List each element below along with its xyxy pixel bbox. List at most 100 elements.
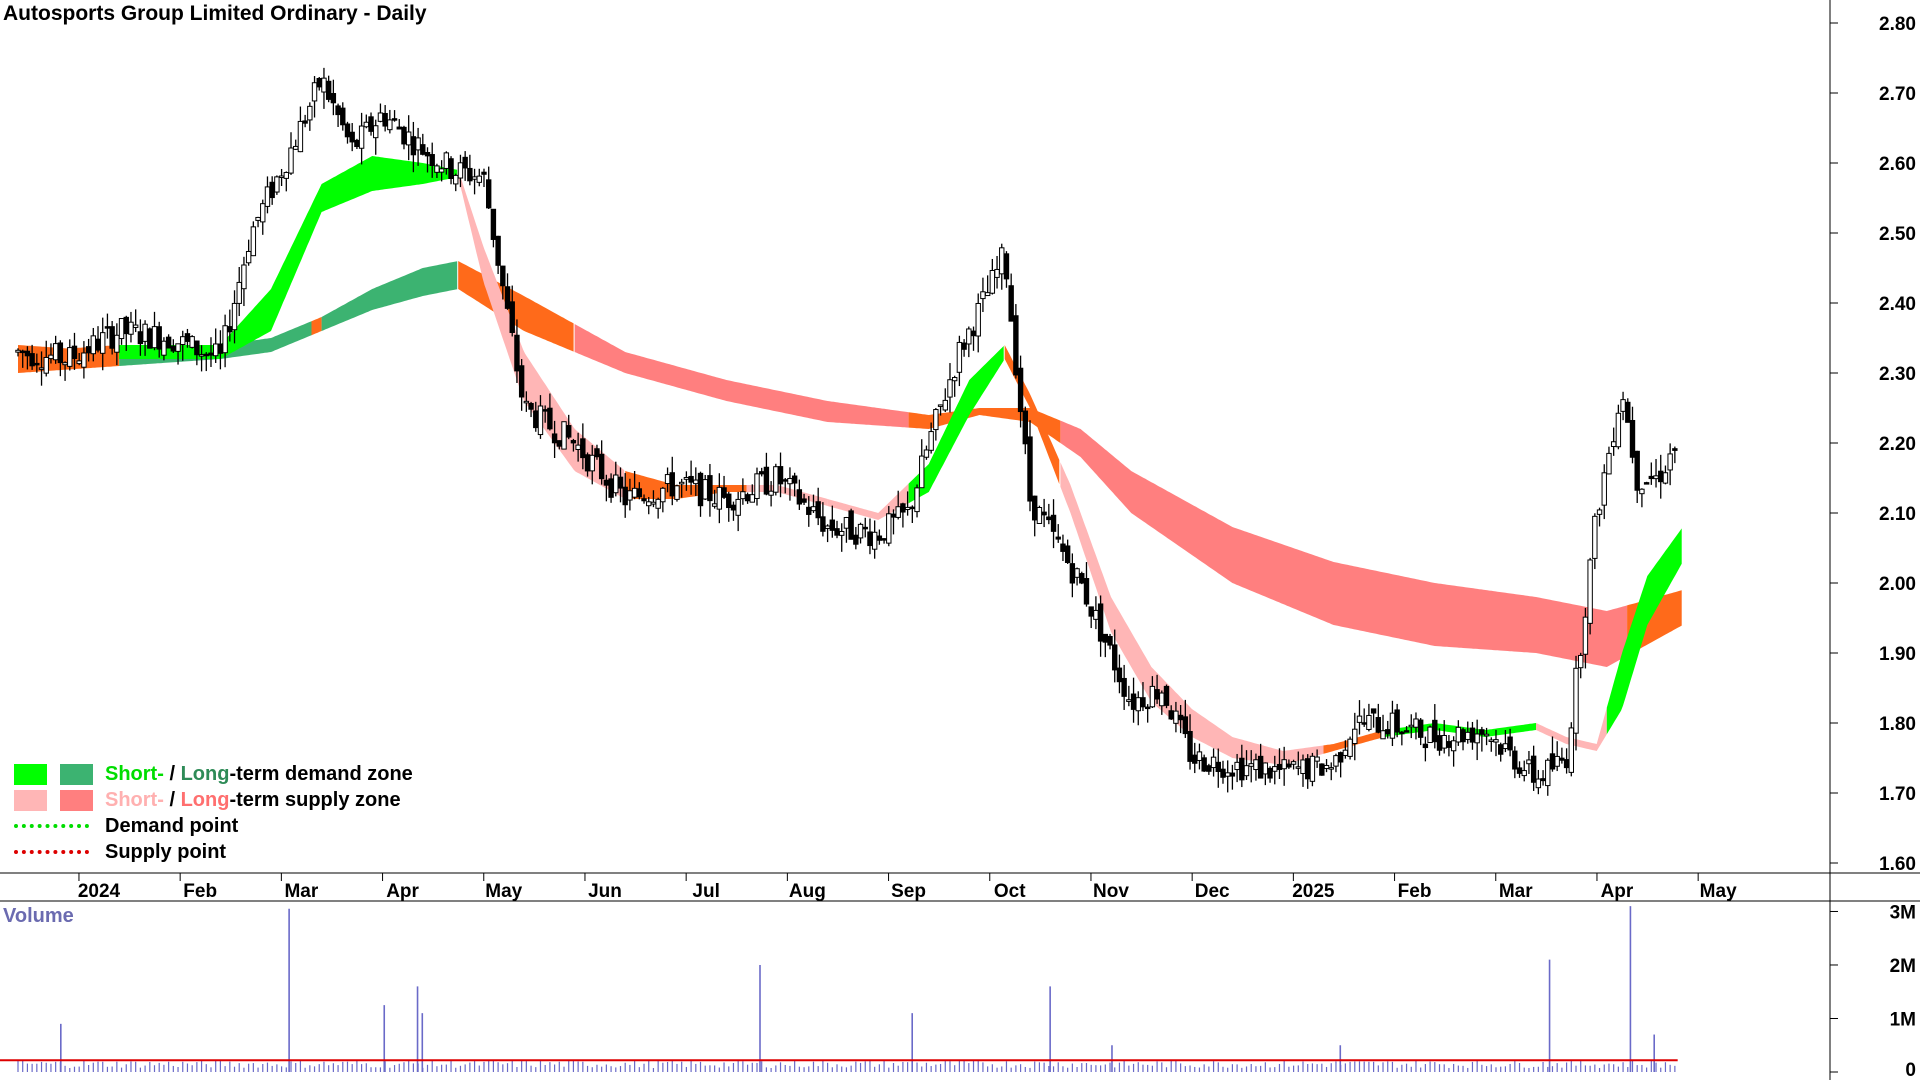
candle-body [857, 523, 864, 539]
candle-body [1017, 367, 1024, 413]
price-tick-label: 2.70 [1879, 84, 1916, 105]
candle-body [1380, 730, 1386, 740]
candle-body [495, 235, 501, 266]
candle-body [311, 82, 318, 102]
candle-body [401, 126, 407, 145]
candle-body [443, 152, 450, 169]
short-term-band-zone-7 [908, 346, 1004, 504]
candle-body [250, 226, 257, 257]
candle-body [1643, 482, 1650, 485]
candle-body [518, 365, 525, 398]
candle-body [1559, 757, 1565, 761]
candle-body [768, 490, 774, 496]
candle-body [1516, 767, 1523, 774]
candle-body [914, 487, 920, 513]
candle-body [1272, 766, 1278, 772]
chart-title: Autosports Group Limited Ordinary - Dail… [3, 2, 427, 25]
candle-body [1239, 757, 1245, 781]
candle-body [1140, 697, 1146, 708]
candle-body [900, 503, 906, 513]
candle-body [1224, 772, 1231, 777]
candle-body [1408, 724, 1414, 728]
candle-body [890, 513, 897, 518]
candle-body [787, 477, 793, 485]
price-tick-label: 2.10 [1879, 504, 1916, 525]
candle-body [1615, 412, 1622, 448]
candle-body [730, 504, 737, 511]
candle-body [34, 362, 40, 366]
volume-tick-label: 2M [1890, 956, 1916, 977]
candle-body [321, 77, 327, 93]
candle-body [1347, 738, 1353, 757]
candle-body [307, 105, 313, 121]
candle-body [1243, 765, 1250, 777]
candle-body [1130, 693, 1137, 710]
candle-body [1469, 727, 1476, 743]
candle-body [1432, 719, 1438, 743]
candle-body [759, 471, 765, 475]
candle-body [598, 453, 605, 480]
candle-body [777, 466, 784, 485]
price-tick-label: 2.50 [1879, 224, 1916, 245]
candle-body [1201, 757, 1207, 772]
candle-body [1337, 752, 1344, 763]
candle-body [1568, 727, 1575, 773]
time-tick-label: Oct [994, 881, 1026, 902]
candle-body [561, 421, 567, 450]
candle-body [1206, 765, 1212, 772]
candle-body [1069, 563, 1076, 584]
candle-body [1507, 736, 1513, 751]
candle-body [1290, 761, 1297, 765]
candle-body [118, 318, 125, 340]
time-tick-label: Apr [1601, 881, 1634, 902]
candle-body [961, 342, 967, 350]
candle-body [566, 425, 572, 438]
candle-body [1036, 507, 1043, 524]
demand-point-swatch [14, 824, 89, 828]
candle-body [1027, 436, 1033, 502]
candle-body [1305, 758, 1311, 780]
candle-body [316, 77, 322, 88]
candle-body [1064, 545, 1071, 563]
candle-body [377, 112, 384, 122]
candle-body [293, 145, 299, 150]
candle-body [438, 168, 445, 173]
time-tick-label: Feb [183, 881, 217, 902]
candle-body [1658, 470, 1664, 483]
candle-body [617, 476, 624, 489]
candle-body [227, 326, 233, 333]
candle-body [834, 528, 840, 536]
candle-body [1248, 763, 1254, 767]
candle-body [1192, 754, 1198, 764]
candle-body [636, 488, 643, 498]
volume-panel: 3M 2M 1M 0 [0, 902, 1916, 1080]
legend-supply-point-label: Supply point [105, 841, 227, 863]
price-tick-label: 1.80 [1879, 714, 1916, 735]
candle-body [1050, 514, 1057, 532]
candle-body [721, 487, 727, 498]
candle-body [970, 330, 977, 337]
long-supply-swatch [60, 790, 93, 811]
candle-body [1573, 667, 1579, 734]
candle-body [457, 162, 464, 179]
candle-body [904, 506, 911, 511]
candle-body [142, 323, 148, 342]
candle-body [1046, 516, 1052, 521]
candle-body [886, 513, 892, 544]
candle-body [391, 118, 398, 121]
time-tick-label: May [1700, 881, 1737, 902]
legend-demand-long: Long [180, 763, 230, 785]
candle-body [396, 126, 402, 130]
candle-body [1653, 475, 1659, 480]
candle-body [67, 347, 73, 367]
candle-body [236, 281, 242, 304]
candle-body [537, 405, 544, 436]
candle-body [867, 531, 873, 547]
candle-body [95, 338, 101, 351]
candle-body [156, 326, 162, 350]
candle-body [754, 473, 760, 499]
candle-body [603, 479, 610, 486]
candle-body [476, 175, 482, 183]
candle-body [203, 353, 209, 357]
candle-body [711, 503, 718, 507]
